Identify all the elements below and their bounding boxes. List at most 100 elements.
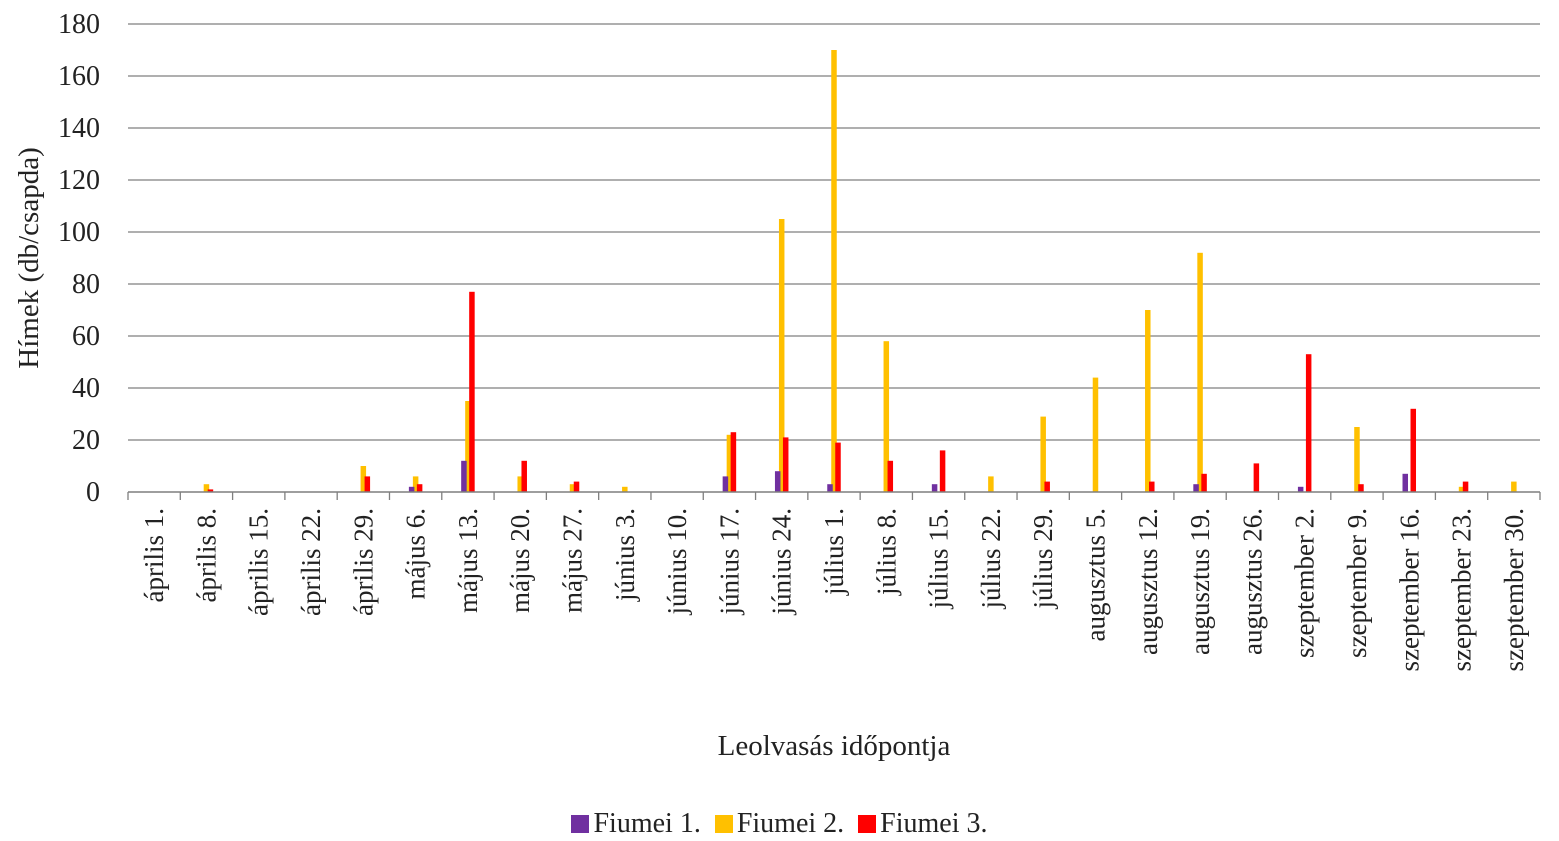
y-tick-label: 0	[86, 477, 100, 508]
bar-fiumei-3-5	[416, 484, 423, 492]
x-tick-label: július 8.	[871, 508, 901, 596]
legend-item-fiumei-1: Fiumei 1.	[571, 808, 701, 840]
x-tick-label: április 22.	[296, 508, 326, 616]
legend-item-fiumei-2: Fiumei 2.	[714, 808, 845, 840]
bar-fiumei-3-24	[1410, 408, 1417, 492]
bar-fiumei-2-11	[726, 434, 733, 492]
bar-fiumei-1-13	[827, 484, 833, 492]
x-tick-label: május 20.	[505, 508, 535, 613]
x-tick-label: július 15.	[924, 508, 954, 610]
x-tick-label: szeptember 23.	[1447, 508, 1477, 671]
x-tick-label: augusztus 19.	[1185, 508, 1215, 655]
bar-fiumei-3-4	[364, 476, 371, 492]
x-tick-label: szeptember 30.	[1499, 508, 1529, 671]
y-tick-label: 100	[58, 217, 100, 248]
bar-fiumei-2-18	[1092, 377, 1099, 492]
bar-fiumei-1-5	[408, 486, 415, 492]
x-axis-ticks: április 1. április 8. április 15. április 2…	[127, 492, 1541, 671]
bar-fiumei-3-23	[1358, 484, 1364, 492]
bar-fiumei-2-4	[360, 466, 367, 492]
bar-fiumei-3-11	[730, 432, 737, 492]
bar-fiumei-3-14	[887, 460, 894, 492]
bar-fiumei-2-7	[517, 476, 523, 492]
x-tick-label: szeptember 9.	[1342, 508, 1372, 658]
bar-fiumei-2-9	[622, 486, 628, 492]
x-tick-label: szeptember 16.	[1394, 508, 1424, 671]
bar-fiumei-1-12	[774, 471, 781, 492]
legend-label-fiumei-1: Fiumei 1.	[593, 808, 701, 839]
bar-fiumei-2-8	[569, 484, 576, 492]
x-tick-label: május 6.	[401, 508, 431, 600]
bar-fiumei-1-15	[931, 484, 938, 492]
x-tick-label: április 1.	[139, 508, 169, 603]
x-tick-label: május 27.	[558, 508, 588, 613]
x-tick-label: május 13.	[453, 508, 483, 613]
bar-fiumei-3-25	[1462, 481, 1469, 492]
legend-item-fiumei-3: Fiumei 3.	[858, 808, 988, 840]
x-tick-label: április 8.	[191, 508, 221, 603]
x-tick-label: július 29.	[1028, 508, 1058, 610]
bar-fiumei-2-14	[883, 341, 890, 492]
bar-fiumei-2-26	[1511, 481, 1517, 492]
y-tick-label: 160	[58, 61, 100, 92]
bar-fiumei-3-22	[1305, 354, 1312, 492]
bar-fiumei-2-16	[988, 476, 994, 492]
bar-fiumei-1-11	[722, 476, 729, 492]
x-tick-label: augusztus 26.	[1237, 508, 1267, 655]
x-tick-label: szeptember 2.	[1290, 508, 1320, 658]
bar-fiumei-3-6	[469, 291, 475, 492]
y-tick-label: 40	[72, 373, 100, 404]
bar-fiumei-1-22	[1297, 486, 1304, 492]
bar-fiumei-3-8	[573, 481, 580, 492]
x-tick-label: április 29.	[348, 508, 378, 616]
x-tick-label: augusztus 5.	[1080, 508, 1110, 641]
bar-fiumei-3-12	[782, 437, 789, 492]
y-tick-label: 140	[58, 113, 100, 144]
bar-fiumei-2-12	[778, 219, 785, 492]
x-tick-label: június 10.	[662, 508, 692, 616]
x-tick-label: június 24.	[767, 508, 797, 616]
bar-fiumei-3-17	[1044, 481, 1050, 492]
y-axis-ticks: 0 20 40 60 80 100 120 140 160 180	[58, 9, 100, 508]
y-tick-label: 180	[58, 9, 100, 40]
bar-fiumei-2-13	[831, 50, 837, 492]
legend: Fiumei 1. Fiumei 2. Fiumei 3.	[0, 808, 1559, 840]
legend-label-fiumei-3: Fiumei 3.	[880, 808, 988, 839]
x-tick-label: augusztus 12.	[1133, 508, 1163, 655]
bar-fiumei-2-20	[1197, 252, 1203, 492]
bar-fiumei-3-7	[521, 460, 527, 492]
x-tick-label: június 17.	[714, 508, 744, 616]
legend-swatch-fiumei-1	[571, 815, 590, 833]
x-axis-label: Leolvasás időpontja	[718, 730, 951, 762]
y-tick-label: 120	[58, 165, 100, 196]
bar-fiumei-3-19	[1149, 481, 1155, 492]
bars	[203, 50, 1517, 492]
bar-fiumei-2-25	[1458, 486, 1465, 492]
y-axis-label: Hímek (db/csapda)	[13, 147, 45, 368]
bar-fiumei-2-23	[1354, 427, 1360, 492]
bar-fiumei-2-17	[1040, 416, 1046, 492]
x-tick-label: július 22.	[976, 508, 1006, 610]
bar-fiumei-1-6	[461, 460, 467, 492]
bar-fiumei-3-1	[207, 489, 214, 492]
legend-swatch-fiumei-3	[858, 815, 877, 833]
x-tick-label: július 1.	[819, 508, 849, 596]
bar-fiumei-1-24	[1402, 473, 1409, 492]
bar-fiumei-2-19	[1145, 310, 1151, 492]
legend-label-fiumei-2: Fiumei 2.	[736, 808, 845, 839]
bar-fiumei-2-1	[203, 484, 210, 492]
bar-fiumei-1-20	[1193, 484, 1199, 492]
bar-fiumei-3-13	[835, 442, 841, 492]
x-tick-label: április 15.	[244, 508, 274, 616]
bar-fiumei-3-21	[1253, 463, 1260, 492]
y-tick-label: 60	[72, 321, 100, 352]
bar-fiumei-3-15	[939, 450, 946, 492]
bar-fiumei-3-20	[1201, 473, 1207, 492]
bar-fiumei-2-5	[412, 476, 419, 492]
x-tick-label: június 3.	[610, 508, 640, 602]
bar-fiumei-2-6	[465, 401, 471, 492]
y-tick-label: 20	[72, 425, 100, 456]
legend-swatch-fiumei-2	[714, 815, 733, 833]
y-tick-label: 80	[72, 269, 100, 300]
